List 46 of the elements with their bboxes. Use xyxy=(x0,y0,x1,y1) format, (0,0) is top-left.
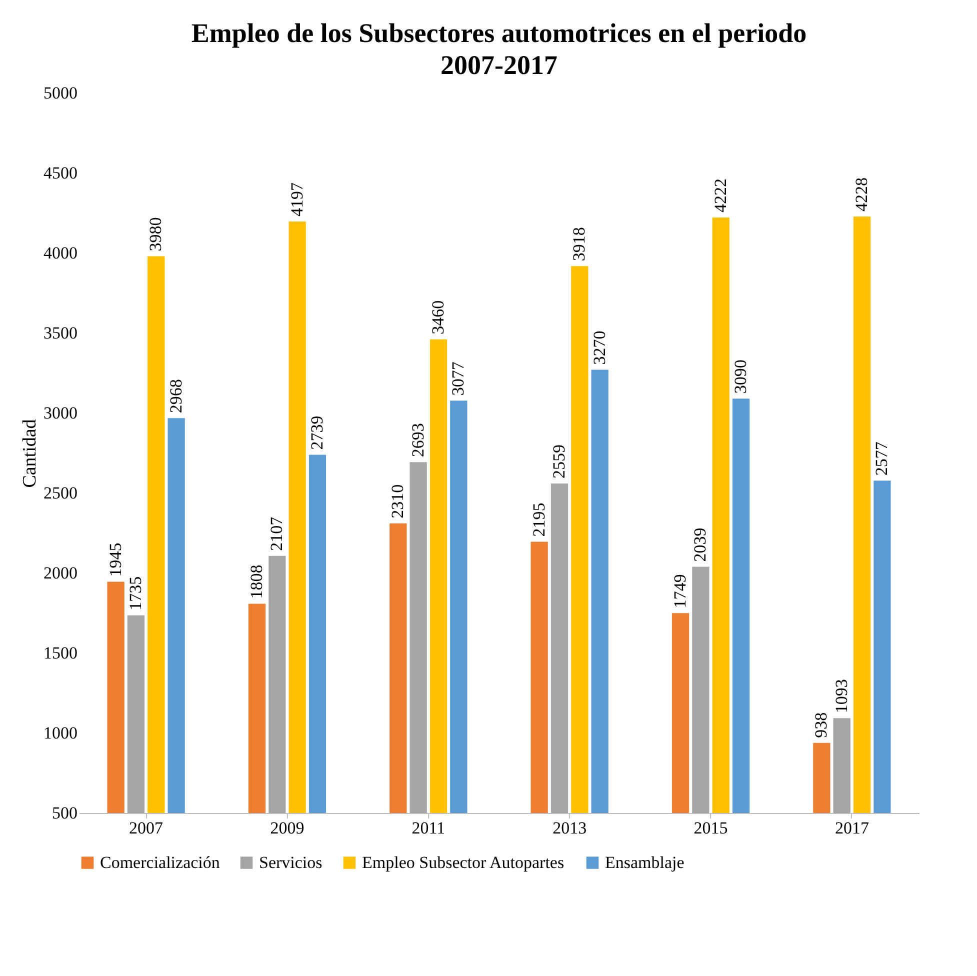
x-tick-label: 2009 xyxy=(270,818,304,838)
x-tick-label: 2017 xyxy=(834,818,870,838)
y-tick-label: 2000 xyxy=(44,564,78,582)
data-label: 3090 xyxy=(731,360,750,394)
legend-label: Empleo Subsector Autopartes xyxy=(362,852,564,872)
data-label: 1808 xyxy=(246,564,266,599)
chart-title: Empleo de los Subsectores automotrices en el periodo 2007-2017 xyxy=(191,18,807,80)
y-tick-label: 4000 xyxy=(44,244,78,262)
data-label: 2559 xyxy=(550,444,569,479)
data-label: 4222 xyxy=(710,178,730,212)
data-label: 3460 xyxy=(428,300,448,334)
data-label: 3980 xyxy=(146,217,166,252)
data-label: 4197 xyxy=(287,182,306,216)
data-label: 2195 xyxy=(529,502,548,537)
x-tick-label: 2007 xyxy=(129,818,164,838)
data-label: 2577 xyxy=(872,441,892,476)
legend-label: Ensamblaje xyxy=(605,852,684,872)
y-axis-title: Cantidad xyxy=(20,418,40,488)
y-tick-label: 1000 xyxy=(44,724,78,742)
y-tick-label: 500 xyxy=(52,804,78,822)
data-label: 1749 xyxy=(670,574,690,608)
y-tick-label: 2500 xyxy=(44,484,78,502)
y-tick-label: 5000 xyxy=(44,84,78,102)
data-label: 1945 xyxy=(106,542,125,577)
legend-label: Servicios xyxy=(259,852,322,872)
x-tick-label: 2011 xyxy=(412,818,446,838)
y-tick-label: 3500 xyxy=(44,324,78,342)
data-label: 1093 xyxy=(832,679,851,714)
data-label: 3077 xyxy=(448,361,468,396)
x-tick-label: 2013 xyxy=(552,818,587,838)
y-tick-label: 1500 xyxy=(44,644,78,662)
data-label: 2739 xyxy=(307,416,326,450)
data-label: 938 xyxy=(812,712,831,738)
data-label: 4228 xyxy=(852,178,872,212)
data-label: 2310 xyxy=(388,484,408,518)
legend-label: Comercialización xyxy=(100,852,220,872)
data-label: 2039 xyxy=(690,528,710,562)
data-label: 1735 xyxy=(126,576,145,610)
data-label: 2693 xyxy=(408,423,428,458)
data-label: 3270 xyxy=(590,330,609,365)
y-tick-label: 3000 xyxy=(44,404,78,422)
data-label: 2968 xyxy=(166,379,186,414)
x-tick-label: 2015 xyxy=(694,818,728,838)
y-tick-label: 4500 xyxy=(44,164,78,182)
data-label: 2107 xyxy=(267,516,286,551)
data-label: 3918 xyxy=(570,227,589,262)
